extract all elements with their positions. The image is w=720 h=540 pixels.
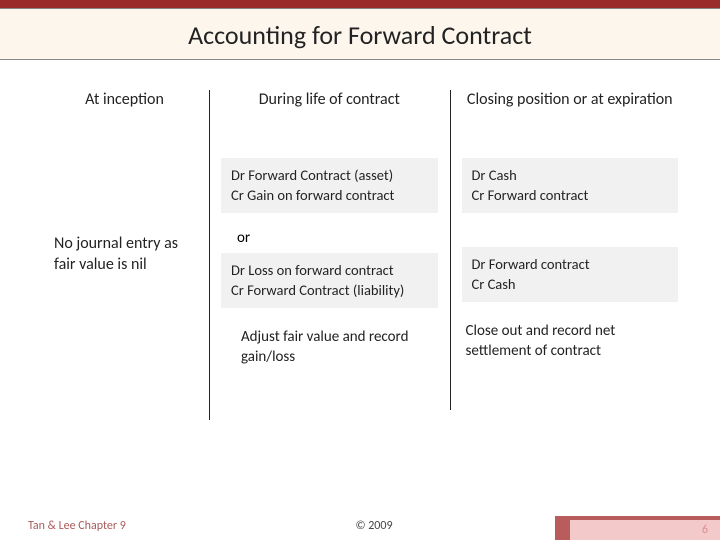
footer-center: © 2009 [259,519,490,533]
column-closing: Closing position or at expiration Dr Cas… [450,90,691,367]
closing-entry-2: Dr Forward contract Cr Cash [462,247,679,302]
entry-line: Dr Forward Contract (asset) [231,166,428,186]
content-area: At inception No journal entry as fair va… [0,60,720,367]
top-accent-bar [0,0,720,8]
column-inception: At inception No journal entry as fair va… [40,90,209,367]
footer-block-inner [570,520,720,540]
footer-right: 6 [489,512,720,540]
entry-line: Cr Forward Contract (liability) [231,281,428,301]
footer-left: Tan & Lee Chapter 9 [0,519,259,533]
or-label: or [221,221,438,253]
title-band: Accounting for Forward Contract [0,8,720,60]
closing-entry-1: Dr Cash Cr Forward contract [462,158,679,213]
footer: Tan & Lee Chapter 9 © 2009 6 [0,512,720,540]
spacer [462,221,679,247]
entry-line: Dr Loss on forward contract [231,261,428,281]
entry-line: Dr Cash [472,166,669,186]
column-head-inception: At inception [52,90,197,130]
closing-note: Close out and record net settlement of c… [462,310,679,361]
during-entry-2: Dr Loss on forward contract Cr Forward C… [221,253,438,308]
entry-line: Cr Cash [472,275,669,295]
entry-line: Cr Gain on forward contract [231,186,428,206]
page-number: 6 [702,523,708,537]
column-head-during: During life of contract [221,90,438,130]
entry-line: Cr Forward contract [472,186,669,206]
during-entry-1: Dr Forward Contract (asset) Cr Gain on f… [221,158,438,213]
inception-body: No journal entry as fair value is nil [52,230,197,280]
column-head-closing: Closing position or at expiration [462,90,679,130]
slide-title: Accounting for Forward Contract [0,19,720,51]
column-during: During life of contract Dr Forward Contr… [209,90,450,367]
columns-wrapper: At inception No journal entry as fair va… [40,90,690,367]
during-note: Adjust fair value and record gain/loss [221,316,438,367]
entry-line: Dr Forward contract [472,255,669,275]
